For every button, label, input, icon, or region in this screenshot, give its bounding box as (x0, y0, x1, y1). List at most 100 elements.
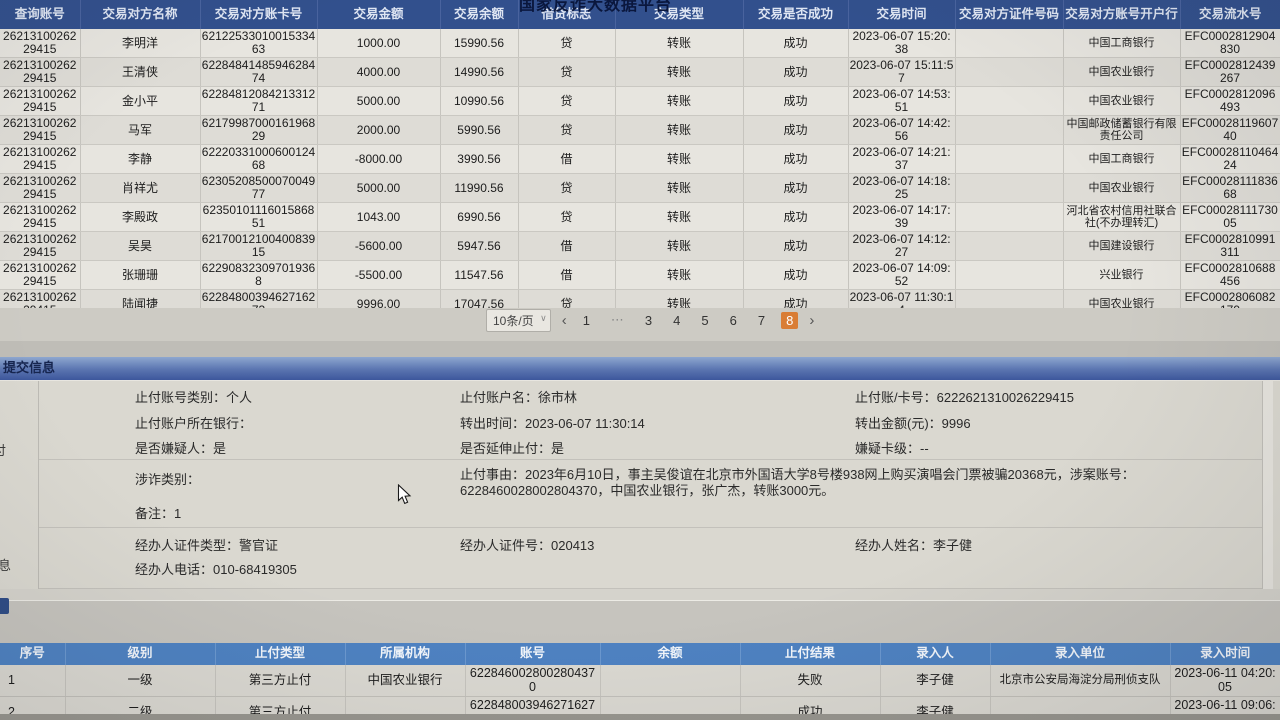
page-size-select[interactable]: 10条/页 ∨ (486, 308, 551, 332)
table-cell: 2621310026229415 (0, 202, 81, 232)
next-page-button[interactable]: › (809, 311, 815, 329)
table-cell: 2023-06-07 14:18:25 (848, 173, 956, 203)
table-cell: 成功 (743, 57, 849, 87)
column-header: 交易对方名称 (80, 0, 201, 29)
field-value: 是 (551, 441, 565, 456)
field-operator-id-type: 经办人证件类型：警官证 (135, 538, 278, 554)
table-cell (955, 29, 1064, 58)
column-header: 交易对方证件号码 (955, 0, 1064, 29)
table-cell (955, 202, 1064, 232)
table-cell: 中国农业银行 (1063, 289, 1181, 308)
table-cell: EFC0002810991311 (1180, 231, 1280, 261)
column-header: 录入时间 (1170, 643, 1280, 665)
field-label: 经办人姓名： (855, 538, 934, 553)
field-label: 止付账户名： (460, 390, 539, 405)
transactions-table-wrap: 国家反诈大数据平台 查询账号 交易对方名称 交易对方账卡号 交易金额 交易余额 借贷标志交… (0, 0, 1280, 308)
table-cell: 2000.00 (317, 115, 441, 145)
table-cell: 5990.56 (440, 115, 519, 145)
prev-page-button[interactable]: ‹ (561, 311, 567, 329)
page-button-7[interactable]: 7 (757, 312, 766, 328)
table-cell (600, 665, 741, 697)
table-cell (955, 289, 1064, 308)
table-cell: -5500.00 (317, 260, 441, 290)
table-row: 2621310026229415陆闻捷622848003946271627399… (0, 289, 1280, 308)
field-value: 9996 (941, 416, 971, 431)
table-cell: 张珊珊 (80, 260, 201, 290)
table-cell: 成功 (743, 115, 849, 145)
table-cell: 贷 (518, 202, 616, 232)
table-cell: 5000.00 (317, 86, 441, 116)
header-row: 序号 级别 止付类型 所属机构 账号 余额 止付结果 录入人 录入单位 录入时间 (0, 643, 1280, 665)
submit-info-section-bar: 提交信息 (0, 357, 1280, 381)
group-separator (39, 588, 1267, 589)
table-cell: 陆闻捷 (80, 289, 201, 308)
table-cell: 李殿政 (80, 202, 201, 232)
field-label: 经办人证件类型： (135, 538, 240, 553)
table-cell: 2621310026229415 (0, 86, 81, 116)
table-cell: 2023-06-07 15:11:57 (848, 57, 956, 87)
section-title: 提交信息 (3, 360, 56, 375)
page-button-8[interactable]: 8 (781, 311, 799, 329)
field-extended-stop: 是否延伸止付：是 (460, 441, 564, 457)
chevron-down-icon: ∨ (540, 312, 547, 323)
transactions-table: 查询账号 交易对方名称 交易对方账卡号 交易金额 交易余额 借贷标志 交易类型 交易是否成功交… (0, 0, 1280, 308)
table-row: 1 一级 第三方止付 中国农业银行 6228460028002804370 失败 李子健 北京… (0, 665, 1280, 697)
page-button-5[interactable]: 5 (701, 312, 709, 328)
table-cell (955, 260, 1064, 290)
table-cell: EFC0002812439267 (1180, 57, 1280, 87)
table-cell: 一级 (65, 665, 216, 697)
column-header: 余额 (600, 643, 741, 665)
table-cell: 2023-06-07 14:21:37 (848, 144, 956, 174)
table-cell: 贷 (518, 86, 616, 116)
table-cell: 中国邮政储蓄银行有限责任公司 (1063, 115, 1181, 145)
column-header: 借贷标志 (518, 0, 616, 29)
table-cell: 2621310026229415 (0, 260, 81, 290)
page-ellipsis: ⋯ (610, 312, 624, 327)
table-cell: 9996.00 (317, 289, 441, 308)
field-value: 010-68419305 (213, 562, 297, 577)
group-separator (39, 527, 1267, 528)
page-size-label: 10条/页 (493, 313, 534, 328)
page-button-6[interactable]: 6 (729, 312, 737, 328)
field-operator-phone: 经办人电话：010-68419305 (135, 562, 297, 578)
field-value: -- (920, 441, 929, 456)
table-cell: 6235010111601586851 (200, 202, 318, 232)
table-row: 2621310026229415 张珊珊 622908323097019368 -55… (0, 260, 1280, 290)
column-header: 交易余额 (440, 0, 519, 29)
field-label: 经办人电话： (135, 562, 214, 577)
field-transfer-amount: 转出金额(元)：9996 (855, 416, 971, 432)
page-button-1[interactable]: 1 (582, 312, 590, 328)
page-button-4[interactable]: 4 (673, 312, 681, 328)
table-cell: 成功 (743, 144, 849, 174)
table-cell: 贷 (518, 173, 616, 203)
table-cell: 河北省农村信用社联合社(不办理转汇) (1063, 202, 1181, 232)
field-stop-reason: 止付事由：2023年6月10日，事主吴俊谊在北京市外国语大学8号楼938网上购买… (460, 467, 1268, 499)
platform-title: 国家反诈大数据平台 (518, 0, 672, 14)
field-is-suspect: 是否嫌疑人：是 (135, 441, 226, 457)
table-cell: 王清侠 (80, 57, 201, 87)
column-header: 止付结果 (740, 643, 881, 665)
table-cell: 2621310026229415 (0, 29, 81, 58)
table-cell: 中国农业银行 (1063, 57, 1181, 87)
page-button-3[interactable]: 3 (644, 312, 653, 328)
field-label: 是否延伸止付： (460, 441, 552, 456)
table-cell: 中国工商银行 (1063, 144, 1181, 174)
scrollbar-track[interactable] (1262, 381, 1273, 589)
table-cell: 转账 (615, 115, 744, 145)
table-cell: 2621310026229415 (0, 289, 81, 308)
table-cell: 15990.56 (440, 29, 519, 58)
table-cell: 转账 (615, 202, 744, 232)
field-label: 嫌疑卡级： (855, 441, 921, 456)
table-cell (955, 144, 1064, 174)
table-cell: EFC0002812096493 (1180, 86, 1280, 116)
table-cell: 借 (518, 231, 616, 261)
field-label: 备注： (135, 506, 175, 521)
table-cell: 1000.00 (317, 29, 441, 58)
field-transfer-time: 转出时间：2023-06-07 11:30:14 (460, 416, 645, 432)
field-value: 个人 (226, 390, 253, 405)
transactions-table-head: 查询账号 交易对方名称 交易对方账卡号 交易金额 交易余额 借贷标志 交易类型 交易是否成功交… (0, 0, 1280, 29)
field-value: 是 (213, 441, 227, 456)
field-label: 涉诈类别： (135, 472, 201, 487)
table-cell: 成功 (743, 202, 849, 232)
table-cell: 贷 (518, 115, 616, 145)
